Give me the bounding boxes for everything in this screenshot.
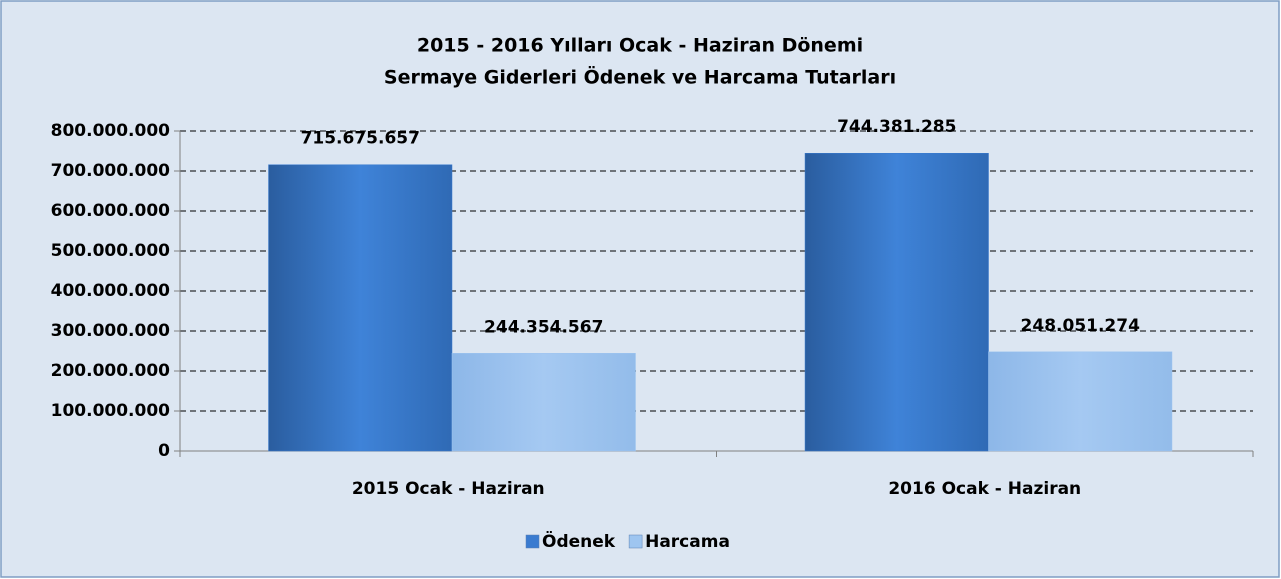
x-tick-label: 2015 Ocak - Haziran [352,479,545,499]
bar [804,152,989,452]
legend-swatch [525,534,540,549]
y-tick-label: 500.000.000 [51,241,171,261]
y-tick-label: 100.000.000 [51,401,171,421]
chart-title: Sermaye Giderleri Ödenek ve Harcama Tuta… [384,65,896,89]
bar [988,351,1173,452]
legend-label: Harcama [645,532,730,552]
y-tick-label: 600.000.000 [51,201,171,221]
chart-title: 2015 - 2016 Yılları Ocak - Haziran Dönem… [417,35,863,57]
y-tick-label: 800.000.000 [51,121,171,141]
data-label: 744.381.285 [837,117,956,137]
bar [268,164,453,452]
legend-swatch [628,534,643,549]
y-tick-label: 0 [158,441,170,461]
data-label: 248.051.274 [1021,316,1141,336]
data-label: 715.675.657 [301,129,420,149]
y-tick-label: 300.000.000 [51,321,171,341]
data-label: 244.354.567 [484,317,603,337]
y-tick-label: 400.000.000 [51,281,171,301]
y-tick-label: 700.000.000 [51,161,171,181]
legend-label: Ödenek [542,530,616,552]
x-tick-label: 2016 Ocak - Haziran [888,479,1081,499]
bar [451,353,636,452]
y-tick-label: 200.000.000 [51,361,171,381]
